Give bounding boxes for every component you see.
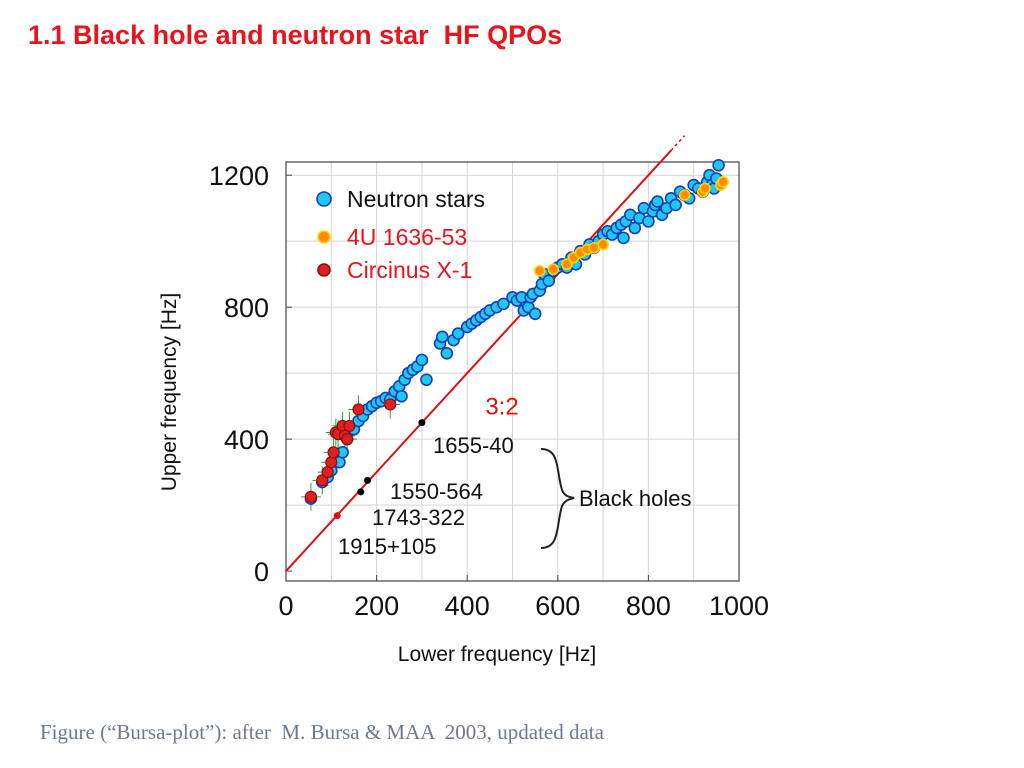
black-hole-label: 1550-564: [390, 479, 483, 504]
y-tick-label: 400: [224, 425, 269, 455]
circinus-x1-point: [304, 490, 318, 503]
circinus-x1-point: [327, 446, 340, 459]
x-tick-label: 1000: [709, 591, 769, 621]
legend-marker: [316, 191, 332, 207]
x-tick-label: 0: [278, 591, 293, 621]
x-tick-label: 600: [535, 591, 580, 621]
circinus-x1-point: [352, 403, 365, 416]
black-hole-point: [418, 419, 426, 427]
black-hole-label: 1655-40: [433, 433, 514, 458]
4u-1636-53-point: [678, 189, 691, 201]
legend-marker: [317, 230, 331, 244]
bursa-plot-chart: 0 200 400 600 800 1000 0 400 800 1200 3:2 Neutron…: [158, 135, 769, 666]
black-holes-group-label: Black holes: [579, 486, 692, 511]
neutron-star-point: [651, 195, 664, 208]
slide-title: 1.1 Black hole and neutron star HF QPOs: [28, 20, 563, 50]
legend: Neutron stars 4U 1636-53 Circinus X-1: [316, 186, 485, 283]
4u-1636-53-point: [547, 263, 560, 276]
ratio-label: 3:2: [485, 393, 518, 420]
neutron-star-point: [415, 353, 429, 367]
x-tick-label: 800: [626, 591, 671, 621]
4u-1636-53-point: [699, 182, 711, 195]
y-tick-label: 0: [254, 557, 269, 587]
axis-tick-labels: 0 200 400 600 800 1000 0 400 800 1200: [209, 161, 769, 621]
neutron-star-point: [628, 221, 642, 235]
circinus-x1-point: [343, 419, 356, 433]
legend-marker: [317, 263, 331, 277]
black-hole-label: 1915+105: [338, 534, 437, 559]
neutron-star-point: [542, 274, 556, 288]
4u-1636-53-point: [533, 265, 546, 277]
legend-label: Neutron stars: [347, 186, 485, 212]
ratio-line-extension: [670, 135, 686, 151]
neutron-star-point: [642, 215, 655, 228]
circinus-x1-point: [325, 456, 338, 469]
neutron-star-point: [497, 297, 510, 311]
4u-1636-53-point: [597, 238, 609, 251]
circinus-x1-point: [341, 433, 354, 446]
4u-1636-53-point: [561, 258, 573, 271]
circinus-x1-point: [384, 398, 397, 411]
black-hole-label: 1743-322: [372, 505, 465, 530]
black-holes-brace: [540, 448, 575, 549]
legend-label: Circinus X-1: [347, 257, 472, 283]
4u-1636-53-point: [717, 175, 729, 188]
neutron-star-point: [669, 198, 682, 212]
x-tick-label: 400: [445, 591, 490, 621]
y-axis-label: Upper frequency [Hz]: [158, 293, 181, 491]
figure-caption: Figure (“Bursa-plot”): after M. Bursa & …: [40, 720, 604, 744]
ratio-line: [285, 149, 672, 572]
black-hole-point: [357, 488, 365, 496]
x-tick-label: 200: [354, 591, 399, 621]
legend-label: 4U 1636-53: [347, 224, 467, 250]
y-tick-label: 800: [224, 293, 269, 323]
neutron-star-point: [712, 158, 725, 172]
black-hole-point: [333, 512, 341, 520]
neutron-star-point: [617, 231, 630, 245]
x-axis-label: Lower frequency [Hz]: [398, 643, 596, 666]
neutron-star-point: [451, 327, 465, 340]
data-points: [300, 158, 729, 520]
plot-frame: [285, 161, 740, 582]
neutron-star-point: [420, 373, 433, 387]
neutron-star-point: [528, 307, 542, 321]
ratio-line-group: 3:2: [285, 135, 686, 572]
neutron-star-point: [440, 347, 454, 360]
neutron-star-point: [435, 330, 449, 344]
black-hole-point: [364, 476, 372, 484]
y-tick-label: 1200: [209, 161, 269, 191]
neutron-star-point: [395, 389, 408, 403]
